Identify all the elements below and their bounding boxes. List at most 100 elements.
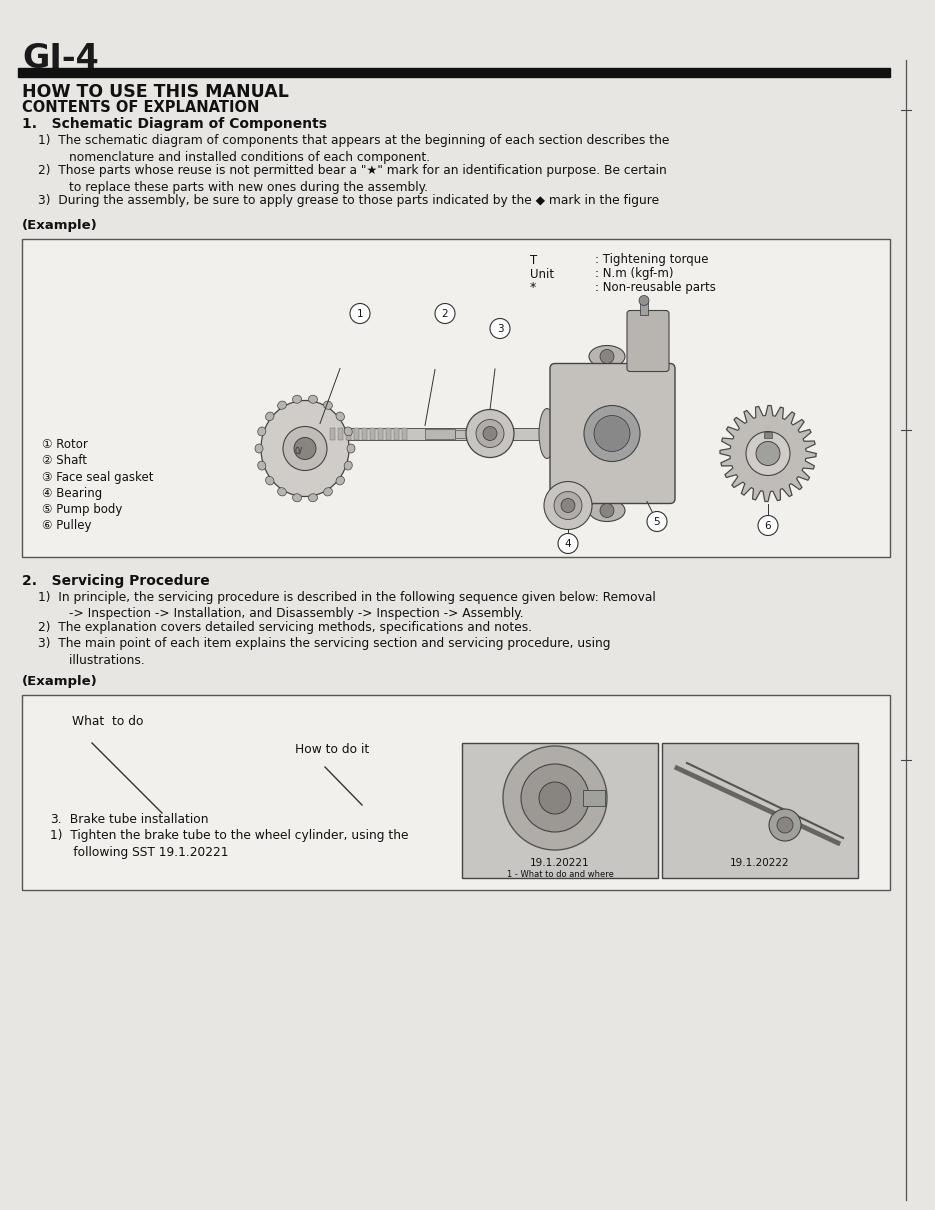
Ellipse shape [336,413,344,421]
Bar [22,238,890,557]
Ellipse shape [347,444,355,453]
Bar [346,427,351,439]
Bar [764,432,772,438]
Text: 1 - What to do and where: 1 - What to do and where [507,870,613,878]
Ellipse shape [258,461,266,469]
Text: 19.1.20221: 19.1.20221 [530,858,590,868]
Bar [378,427,383,439]
Text: 3)  During the assembly, be sure to apply grease to those parts indicated by the: 3) During the assembly, be sure to apply… [38,194,659,207]
Bar [662,743,858,878]
Circle shape [294,438,316,460]
Ellipse shape [589,346,625,368]
Circle shape [777,817,793,832]
Circle shape [539,782,571,814]
Ellipse shape [344,427,352,436]
Ellipse shape [266,413,274,421]
Ellipse shape [293,396,301,403]
Text: ① Rotor: ① Rotor [42,438,88,451]
Bar [640,300,648,315]
Text: 1)  In principle, the servicing procedure is described in the following sequence: 1) In principle, the servicing procedure… [38,590,655,621]
Text: Brake tube installation: Brake tube installation [62,813,209,826]
Text: 1.   Schematic Diagram of Components: 1. Schematic Diagram of Components [22,117,327,131]
Text: What  to do: What to do [72,715,143,728]
Ellipse shape [589,500,625,522]
Text: 1)  Tighten the brake tube to the wheel cylinder, using the
      following SST : 1) Tighten the brake tube to the wheel c… [50,829,409,859]
Circle shape [350,304,370,323]
Text: 2.   Servicing Procedure: 2. Servicing Procedure [22,575,209,588]
Text: 5: 5 [654,517,660,528]
Ellipse shape [266,477,274,485]
Text: CONTENTS OF EXPLANATION: CONTENTS OF EXPLANATION [22,100,259,115]
Circle shape [600,503,614,518]
Circle shape [544,482,592,530]
Circle shape [521,764,589,832]
Bar [583,790,605,806]
Bar [425,428,455,438]
Bar [338,427,343,439]
Circle shape [283,426,327,471]
Circle shape [647,512,667,531]
Circle shape [594,415,630,451]
Text: 6: 6 [765,522,771,531]
Circle shape [483,426,497,440]
Circle shape [758,515,778,536]
Circle shape [600,350,614,363]
Circle shape [554,491,582,519]
Bar [22,695,890,891]
Bar [330,427,335,439]
Circle shape [584,405,640,461]
Bar [386,427,391,439]
Bar [462,743,658,878]
Text: ⑤ Pump body: ⑤ Pump body [42,502,122,515]
FancyBboxPatch shape [550,363,675,503]
Bar [455,430,510,438]
Bar [18,68,890,77]
Text: 3)  The main point of each item explains the servicing section and servicing pro: 3) The main point of each item explains … [38,636,611,667]
FancyBboxPatch shape [627,311,669,371]
Ellipse shape [293,494,301,502]
Ellipse shape [258,427,266,436]
Bar [370,427,375,439]
Circle shape [756,442,780,466]
Text: Unit: Unit [530,267,554,281]
Text: ③ Face seal gasket: ③ Face seal gasket [42,471,153,484]
Circle shape [476,420,504,448]
Text: 3.: 3. [50,813,62,826]
Text: 1)  The schematic diagram of components that appears at the beginning of each se: 1) The schematic diagram of components t… [38,134,669,165]
Circle shape [639,295,649,305]
Ellipse shape [336,477,344,485]
Text: 19.1.20222: 19.1.20222 [730,858,790,868]
Polygon shape [720,405,816,501]
Circle shape [561,499,575,513]
Ellipse shape [344,461,352,469]
Circle shape [746,432,790,476]
Ellipse shape [324,488,332,496]
Circle shape [466,409,514,457]
Ellipse shape [255,444,263,453]
Text: How to do it: How to do it [295,743,369,756]
Text: 2)  Those parts whose reuse is not permitted bear a "★" mark for an identificati: 2) Those parts whose reuse is not permit… [38,165,667,194]
Text: ⑥ Pulley: ⑥ Pulley [42,519,92,531]
Bar [402,427,407,439]
Ellipse shape [261,401,349,496]
Text: ② Shaft: ② Shaft [42,455,87,467]
Text: 1: 1 [356,309,364,319]
Text: : N.m (kgf-m): : N.m (kgf-m) [595,267,673,281]
Text: 2)  The explanation covers detailed servicing methods, specifications and notes.: 2) The explanation covers detailed servi… [38,621,532,634]
Text: : Non-reusable parts: : Non-reusable parts [595,282,716,294]
Text: 2: 2 [441,309,448,319]
Text: : Tightening torque: : Tightening torque [595,254,709,266]
Circle shape [558,534,578,553]
Circle shape [490,318,510,339]
Text: 4: 4 [565,538,571,549]
Bar [354,427,359,439]
Bar [325,427,570,439]
Text: T: T [530,254,538,266]
Circle shape [769,809,801,841]
Ellipse shape [278,488,286,496]
Text: 3: 3 [496,324,503,334]
Ellipse shape [278,401,286,409]
Text: (Example): (Example) [22,675,98,688]
Ellipse shape [324,401,332,409]
Ellipse shape [309,494,318,502]
